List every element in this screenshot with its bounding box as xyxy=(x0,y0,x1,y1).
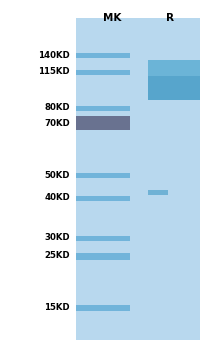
Bar xyxy=(147,189,167,195)
Bar xyxy=(76,252,129,259)
Text: 50KD: 50KD xyxy=(44,170,70,180)
Text: 40KD: 40KD xyxy=(44,194,70,203)
Bar xyxy=(76,52,129,57)
Bar xyxy=(147,60,200,76)
Text: 70KD: 70KD xyxy=(44,119,70,127)
Text: 115KD: 115KD xyxy=(38,68,70,77)
Text: 25KD: 25KD xyxy=(44,252,70,260)
Text: 15KD: 15KD xyxy=(44,303,70,313)
Bar xyxy=(76,236,129,240)
Bar xyxy=(76,305,129,311)
Bar xyxy=(76,105,129,111)
Bar xyxy=(76,173,129,177)
Bar xyxy=(76,70,129,75)
Bar xyxy=(76,116,129,130)
Text: MK: MK xyxy=(102,13,121,23)
Bar xyxy=(76,196,129,201)
Text: R: R xyxy=(165,13,173,23)
Text: 80KD: 80KD xyxy=(44,104,70,112)
Text: 30KD: 30KD xyxy=(44,233,70,243)
Bar xyxy=(147,60,200,100)
Bar xyxy=(76,18,200,340)
Text: 140KD: 140KD xyxy=(38,50,70,60)
